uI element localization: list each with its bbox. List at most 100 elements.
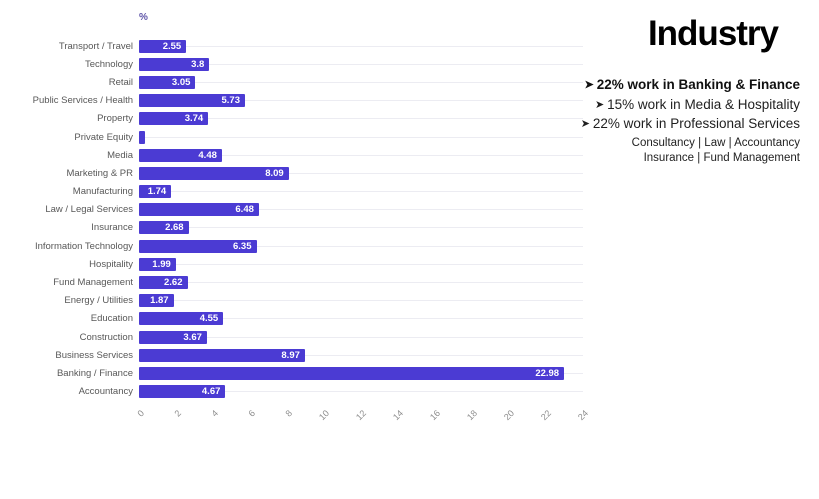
chart-row: Fund Management 2.62 bbox=[8, 273, 590, 291]
bar-value-label: 1.87 bbox=[150, 295, 169, 307]
x-tick-label: 16 bbox=[427, 408, 443, 423]
category-label: Marketing & PR bbox=[66, 167, 133, 179]
bar-track: 6.48 bbox=[139, 203, 583, 217]
chart-row: Media 4.48 bbox=[8, 146, 590, 164]
bar-value-label: 6.48 bbox=[235, 204, 254, 216]
row-gridline bbox=[139, 191, 583, 193]
category-label: Private Equity bbox=[74, 131, 133, 143]
bar: 1.87 bbox=[139, 294, 174, 308]
x-tick-label: 14 bbox=[390, 408, 406, 423]
bullet-item: ➤ 22% work in Professional Services bbox=[581, 115, 800, 135]
bullet-list: ➤ 22% work in Banking & Finance ➤ 15% work… bbox=[581, 76, 800, 167]
bar-value-label: 22.98 bbox=[535, 367, 560, 379]
bar: 6.35 bbox=[139, 239, 257, 253]
bullet-item: ➤ 15% work in Media & Hospitality bbox=[581, 96, 800, 116]
row-gridline bbox=[139, 81, 583, 83]
chart-row: Insurance 2.68 bbox=[8, 219, 590, 237]
bar-value-label: 3.74 bbox=[184, 113, 204, 125]
bar-track: 1.99 bbox=[139, 257, 583, 271]
chart-row: Law / Legal Services 6.48 bbox=[8, 201, 590, 219]
category-label: Banking / Finance bbox=[56, 367, 133, 379]
row-gridline bbox=[139, 209, 583, 211]
bar-track: 3.8 bbox=[139, 57, 583, 71]
bar: 1.74 bbox=[139, 185, 172, 199]
row-gridline bbox=[139, 154, 583, 156]
category-label: Transport / Travel bbox=[58, 40, 133, 52]
bullet-text: 22% work in Professional Services bbox=[592, 116, 800, 131]
chart-row: Manufacturing 1.74 bbox=[8, 183, 590, 201]
x-tick-label: 18 bbox=[464, 408, 480, 423]
bar bbox=[139, 130, 146, 144]
sub-note: Consultancy | Law | Accountancy bbox=[631, 136, 800, 149]
x-tick-label: 20 bbox=[501, 408, 517, 423]
y-axis-unit-label: % bbox=[139, 12, 148, 23]
bar-track bbox=[139, 130, 583, 144]
category-label: Accountancy bbox=[78, 386, 133, 398]
bar-value-label: 3.05 bbox=[171, 76, 191, 88]
chart-row: Public Services / Health 5.73 bbox=[8, 92, 590, 110]
bar-track: 22.98 bbox=[139, 366, 583, 380]
x-tick-label: 24 bbox=[575, 408, 591, 423]
bar-track: 8.09 bbox=[139, 166, 583, 180]
row-gridline bbox=[139, 300, 583, 302]
row-gridline bbox=[139, 336, 583, 338]
bar-value-label: 2.62 bbox=[164, 277, 183, 289]
industry-bar-chart: % Transport / Travel 2.55 Technology 3.8 Ret… bbox=[8, 10, 598, 430]
row-gridline bbox=[139, 318, 583, 320]
bar-value-label: 2.68 bbox=[165, 222, 184, 234]
bar-track: 5.73 bbox=[139, 94, 583, 108]
category-label: Technology bbox=[84, 58, 133, 70]
row-gridline bbox=[139, 118, 583, 120]
bar-track: 2.68 bbox=[139, 221, 583, 235]
category-label: Hospitality bbox=[89, 258, 133, 270]
bar-value-label: 8.09 bbox=[265, 167, 284, 179]
row-gridline bbox=[139, 45, 583, 47]
row-gridline bbox=[139, 263, 583, 265]
x-tick-label: 8 bbox=[283, 408, 295, 419]
category-label: Law / Legal Services bbox=[45, 204, 133, 216]
chart-row: Education 4.55 bbox=[8, 310, 590, 328]
sub-note: Insurance | Fund Management bbox=[643, 152, 800, 164]
bar: 6.48 bbox=[139, 203, 259, 217]
category-label: Manufacturing bbox=[72, 186, 133, 198]
category-label: Construction bbox=[79, 331, 133, 343]
row-gridline bbox=[139, 227, 583, 229]
chart-row: Technology 3.8 bbox=[8, 55, 590, 73]
bar: 4.67 bbox=[139, 385, 226, 399]
category-label: Business Services bbox=[55, 349, 133, 361]
bar-value-label: 1.99 bbox=[152, 258, 171, 270]
bar-track: 4.67 bbox=[139, 385, 583, 399]
bar-value-label bbox=[139, 131, 145, 144]
bar: 2.62 bbox=[139, 276, 188, 290]
bar-track: 3.74 bbox=[139, 112, 583, 126]
chart-row: Business Services 8.97 bbox=[8, 346, 590, 364]
category-label: Fund Management bbox=[53, 277, 133, 289]
category-label: Property bbox=[97, 113, 133, 125]
category-label: Education bbox=[90, 313, 133, 325]
bar-value-label: 4.48 bbox=[198, 149, 217, 161]
category-label: Public Services / Health bbox=[32, 95, 133, 107]
bar: 3.74 bbox=[139, 112, 209, 126]
page-title: Industry bbox=[647, 14, 779, 53]
category-label: Information Technology bbox=[34, 240, 133, 252]
bar-value-label: 4.67 bbox=[201, 386, 221, 398]
bar-track: 8.97 bbox=[139, 348, 583, 362]
row-gridline bbox=[139, 245, 583, 247]
x-tick-label: 22 bbox=[538, 408, 554, 423]
bar-track: 6.35 bbox=[139, 239, 583, 253]
bar: 22.98 bbox=[139, 366, 565, 380]
bar-value-label: 2.55 bbox=[162, 40, 182, 52]
chart-row: Marketing & PR 8.09 bbox=[8, 164, 590, 182]
x-tick-label: 12 bbox=[353, 408, 369, 423]
bullet-text: 22% work in Banking & Finance bbox=[596, 77, 800, 92]
sub-note-group: Consultancy | Law | Accountancy Insuranc… bbox=[581, 136, 800, 167]
chart-row: Property 3.74 bbox=[8, 110, 590, 128]
chart-row: Energy / Utilities 1.87 bbox=[8, 292, 590, 310]
bar-track: 2.62 bbox=[139, 276, 583, 290]
chart-row: Retail 3.05 bbox=[8, 73, 590, 91]
bar-track: 4.55 bbox=[139, 312, 583, 326]
category-label: Energy / Utilities bbox=[64, 295, 133, 307]
bar-track: 4.48 bbox=[139, 148, 583, 162]
bar: 1.99 bbox=[139, 257, 176, 271]
